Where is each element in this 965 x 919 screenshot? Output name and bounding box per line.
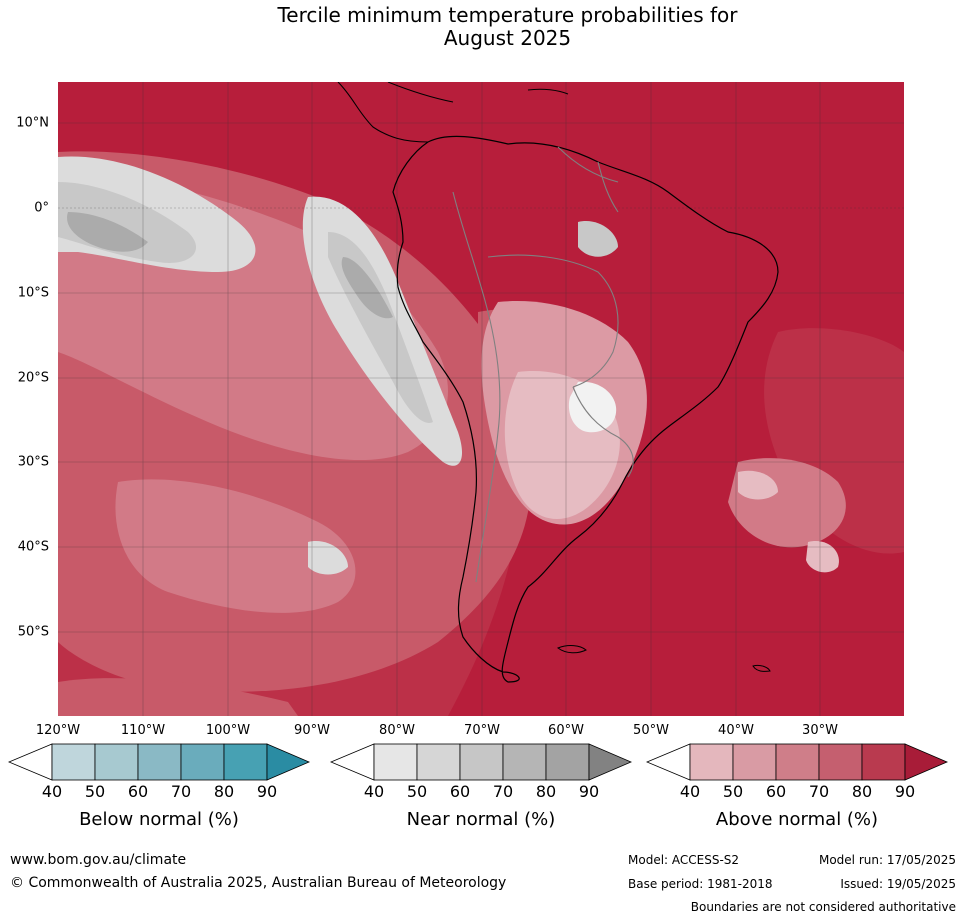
map-field-above-40-patch xyxy=(806,541,839,573)
map-title: Tercile minimum temperature probabilitie… xyxy=(0,4,965,50)
colorbar-below-normal-bin-50-60 xyxy=(94,743,139,781)
lat-label-40s: 40°S xyxy=(17,539,49,555)
colorbar-near-normal-bin-50-60 xyxy=(416,743,461,781)
lon-label-90w: 90°W xyxy=(294,723,330,738)
lat-label-20s: 20°S xyxy=(17,370,49,386)
colorbar-below-normal-bin-80-90 xyxy=(223,743,268,781)
border-brazil-south xyxy=(572,386,634,478)
legend-near-normal: 40 50 60 70 80 90 Near normal (%) xyxy=(330,742,632,832)
lon-label-100w: 100°W xyxy=(205,723,251,738)
lon-label-40w: 40°W xyxy=(718,723,754,738)
legend-above-normal-tick: 60 xyxy=(765,782,787,801)
border-guianas xyxy=(557,146,619,213)
colorbar-below-normal-high-cap xyxy=(266,743,310,781)
central-america-coastline xyxy=(337,82,429,143)
graticule xyxy=(58,82,904,716)
map-canvas xyxy=(58,82,904,716)
lon-label-120w: 120°W xyxy=(35,723,81,738)
map-field-near-north-patch xyxy=(578,221,618,257)
legend-below-normal-tick: 80 xyxy=(213,782,235,801)
map-field-above-70-sw xyxy=(58,678,298,716)
legend-above-normal-caption: Above normal (%) xyxy=(715,809,879,830)
map-field-above-60-south xyxy=(115,479,356,613)
legend-above-normal: 40 50 60 70 80 90 Above normal (%) xyxy=(646,742,948,832)
lon-label-50w: 50°W xyxy=(633,723,669,738)
legend-above-normal-tick: 80 xyxy=(851,782,873,801)
model-name: Model: ACCESS-S2 xyxy=(628,853,740,867)
border-andes xyxy=(452,191,501,583)
colorbar-below-normal-bin-60-70 xyxy=(137,743,182,781)
map-title-line-1: Tercile minimum temperature probabilitie… xyxy=(277,3,738,27)
colorbar-above-normal xyxy=(646,743,948,781)
lon-label-30w: 30°W xyxy=(802,723,838,738)
probability-map xyxy=(58,82,904,716)
lat-label-10s: 10°S xyxy=(17,285,49,301)
lon-label-80w: 80°W xyxy=(379,723,415,738)
legend-above-normal-tick: 70 xyxy=(808,782,830,801)
legend-below-normal-caption: Below normal (%) xyxy=(79,809,239,830)
colorbar-below-normal xyxy=(8,743,310,781)
colorbar-above-normal-bin-80-90 xyxy=(861,743,906,781)
copyright-notice: © Commonwealth of Australia 2025, Austra… xyxy=(10,875,507,891)
base-period: Base period: 1981-2018 xyxy=(628,877,773,891)
south-america-coastline xyxy=(392,135,779,683)
colorbar-above-normal-high-cap xyxy=(904,743,948,781)
issued-date: Issued: 19/05/2025 xyxy=(840,877,956,891)
legend-near-normal-tick: 40 xyxy=(363,782,385,801)
colorbar-below-normal-low-cap xyxy=(8,743,53,781)
border-brazil-west xyxy=(487,254,619,388)
lat-label-0: 0° xyxy=(34,200,49,216)
map-field-neutral-inland xyxy=(568,381,617,433)
legend-below-normal-tick: 90 xyxy=(256,782,278,801)
map-title-line-2: August 2025 xyxy=(443,26,572,50)
map-field-near-south-patch xyxy=(308,541,348,575)
falklands-island xyxy=(556,645,587,654)
map-field-above-40-east-patch xyxy=(738,470,778,500)
lon-label-70w: 70°W xyxy=(464,723,500,738)
legend-near-normal-tick: 80 xyxy=(535,782,557,801)
lat-label-30s: 30°S xyxy=(17,454,49,470)
lon-label-60w: 60°W xyxy=(548,723,584,738)
colorbar-above-normal-bin-50-60 xyxy=(732,743,777,781)
map-field-near-80 xyxy=(67,212,148,252)
legend-near-normal-tick: 60 xyxy=(449,782,471,801)
legend-near-normal-tick: 50 xyxy=(406,782,428,801)
website-link[interactable]: www.bom.gov.au/climate xyxy=(10,852,187,868)
colorbar-near-normal-bin-70-80 xyxy=(502,743,547,781)
colorbar-near-normal-bin-40-50 xyxy=(373,743,418,781)
legend-above-normal-tick: 50 xyxy=(722,782,744,801)
legend-below-normal-tick: 70 xyxy=(170,782,192,801)
colorbar-above-normal-bin-40-50 xyxy=(689,743,734,781)
boundaries-disclaimer: Boundaries are not considered authoritat… xyxy=(690,900,956,914)
colorbar-below-normal-bin-70-80 xyxy=(180,743,225,781)
legend-below-normal-tick: 40 xyxy=(41,782,63,801)
colorbar-near-normal xyxy=(330,743,632,781)
legend-above-normal-tick: 90 xyxy=(894,782,916,801)
colorbar-above-normal-bin-70-80 xyxy=(818,743,863,781)
colorbar-near-normal-bin-60-70 xyxy=(459,743,504,781)
legend-above-normal-tick: 40 xyxy=(679,782,701,801)
map-field-near-80-coast xyxy=(341,257,393,319)
legend-below-normal: 40 50 60 70 80 90 Below normal (%) xyxy=(8,742,310,832)
colorbar-above-normal-bin-60-70 xyxy=(775,743,820,781)
legend-near-normal-caption: Near normal (%) xyxy=(406,809,556,830)
legend-below-normal-tick: 50 xyxy=(84,782,106,801)
legend-near-normal-tick: 70 xyxy=(492,782,514,801)
model-run-date: Model run: 17/05/2025 xyxy=(818,853,956,867)
south-georgia-island xyxy=(752,664,771,672)
lat-label-10n: 10°N xyxy=(16,115,49,131)
lat-label-50s: 50°S xyxy=(17,624,49,640)
caribbean-coastline xyxy=(387,82,569,103)
country-borders xyxy=(452,146,634,583)
colorbar-near-normal-low-cap xyxy=(330,743,375,781)
colorbar-above-normal-low-cap xyxy=(646,743,691,781)
legend-near-normal-tick: 90 xyxy=(578,782,600,801)
legend-below-normal-tick: 60 xyxy=(127,782,149,801)
lon-label-110w: 110°W xyxy=(120,723,166,738)
colorbar-near-normal-high-cap xyxy=(588,743,632,781)
colorbar-near-normal-bin-80-90 xyxy=(545,743,590,781)
colorbar-below-normal-bin-40-50 xyxy=(51,743,96,781)
